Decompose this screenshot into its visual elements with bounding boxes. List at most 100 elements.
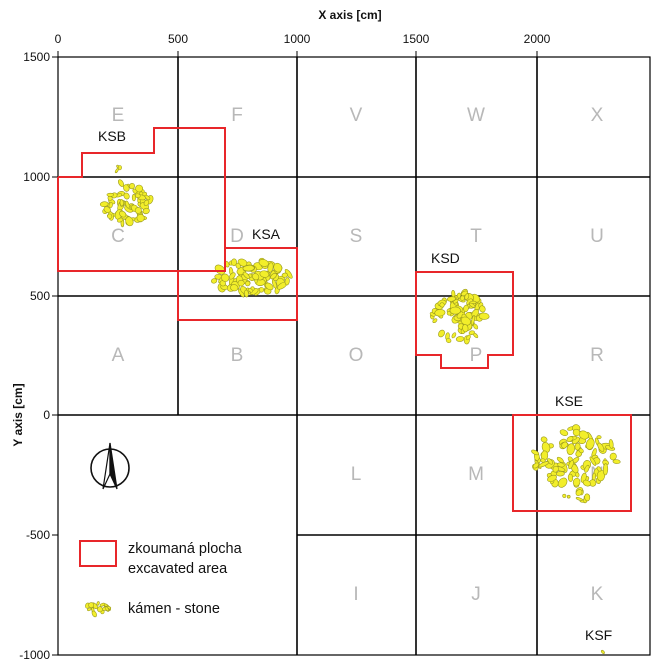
area-label-ksf: KSF xyxy=(585,627,612,643)
stone xyxy=(584,464,590,473)
stone xyxy=(248,288,254,293)
stone xyxy=(466,334,471,341)
stone xyxy=(221,273,230,282)
cell-V: V xyxy=(350,105,363,126)
stone xyxy=(562,493,567,498)
stone xyxy=(575,489,583,496)
stone xyxy=(136,214,145,223)
stone xyxy=(230,284,239,292)
stone xyxy=(589,456,597,466)
area-labels: KSB KSA KSD KSE KSF xyxy=(98,128,612,643)
stone xyxy=(108,202,113,209)
legend: zkoumaná plocha excavated area kámen - s… xyxy=(79,540,243,618)
stone xyxy=(462,324,469,333)
area-label-kse: KSE xyxy=(555,393,583,409)
cell-E: E xyxy=(112,105,125,126)
cell-S: S xyxy=(350,226,363,247)
cell-X: X xyxy=(591,105,604,126)
stone xyxy=(556,456,564,463)
grid xyxy=(57,56,651,656)
excavated-area-kse xyxy=(512,414,632,512)
stone xyxy=(451,332,457,339)
stone xyxy=(123,192,130,200)
stone xyxy=(228,272,236,280)
stone xyxy=(572,428,581,437)
stone xyxy=(242,265,255,272)
cell-C: C xyxy=(111,226,125,247)
stone xyxy=(267,262,274,273)
cell-J: J xyxy=(471,584,481,605)
cell-O: O xyxy=(349,345,364,366)
cell-K: K xyxy=(591,584,604,605)
north-arrow-icon xyxy=(90,442,130,490)
cell-T: T xyxy=(470,226,482,247)
legend-stone-swatch xyxy=(85,601,112,618)
x-tick-1500: 1500 xyxy=(403,32,430,46)
stone xyxy=(134,207,142,214)
cell-U: U xyxy=(590,226,604,247)
stone xyxy=(99,602,106,607)
excavated-area-ksd xyxy=(415,271,514,369)
stone xyxy=(270,272,277,280)
stone xyxy=(600,650,605,654)
stone xyxy=(552,465,559,473)
stone xyxy=(117,165,122,171)
stone xyxy=(242,271,250,279)
stone xyxy=(245,280,251,287)
area-label-ksd: KSD xyxy=(431,250,460,266)
stone xyxy=(211,278,218,284)
stone xyxy=(125,200,130,209)
stone xyxy=(438,329,445,338)
stone xyxy=(531,449,540,456)
stone xyxy=(455,336,465,342)
legend-excavated-line1: zkoumaná plocha xyxy=(128,541,243,557)
stone xyxy=(609,452,617,461)
stone xyxy=(559,429,569,436)
area-label-ksa: KSA xyxy=(252,226,281,242)
stone xyxy=(538,461,550,468)
y-tick-1000: 1000 xyxy=(23,170,50,184)
stone xyxy=(281,272,288,278)
stone xyxy=(532,462,539,469)
stone xyxy=(479,305,486,313)
stone xyxy=(439,302,445,308)
stone xyxy=(135,184,143,193)
stone xyxy=(144,194,151,200)
stone xyxy=(582,479,591,487)
stone xyxy=(478,312,490,320)
cell-B: B xyxy=(231,345,244,366)
stone xyxy=(568,460,574,470)
cell-A: A xyxy=(112,345,125,366)
stone xyxy=(470,315,476,326)
stone xyxy=(129,183,135,190)
cell-F: F xyxy=(231,105,243,126)
stone xyxy=(231,258,237,267)
stone xyxy=(574,442,581,451)
stone xyxy=(584,493,591,502)
stone-clusters xyxy=(99,164,621,654)
legend-stone: kámen - stone xyxy=(128,601,220,617)
stone xyxy=(575,472,580,478)
legend-excavated-swatch xyxy=(79,540,117,567)
area-label-ksb: KSB xyxy=(98,128,126,144)
stone xyxy=(596,435,602,440)
stone xyxy=(547,474,557,482)
stone xyxy=(96,601,100,606)
stone xyxy=(464,293,470,300)
stone xyxy=(252,273,260,281)
x-tick-500: 500 xyxy=(168,32,188,46)
stone xyxy=(608,439,614,449)
stone xyxy=(264,282,274,291)
stone xyxy=(585,438,595,450)
stone xyxy=(258,287,265,293)
stone xyxy=(575,497,583,501)
stone xyxy=(235,262,241,269)
stone xyxy=(237,279,245,287)
stone xyxy=(596,466,602,472)
stone xyxy=(566,436,574,443)
stone xyxy=(106,192,115,197)
x-tick-labels: 0 500 1000 1500 2000 xyxy=(55,32,551,46)
stone xyxy=(91,610,97,618)
y-axis-title: Y axis [cm] xyxy=(11,383,25,446)
map-frame xyxy=(57,56,651,656)
